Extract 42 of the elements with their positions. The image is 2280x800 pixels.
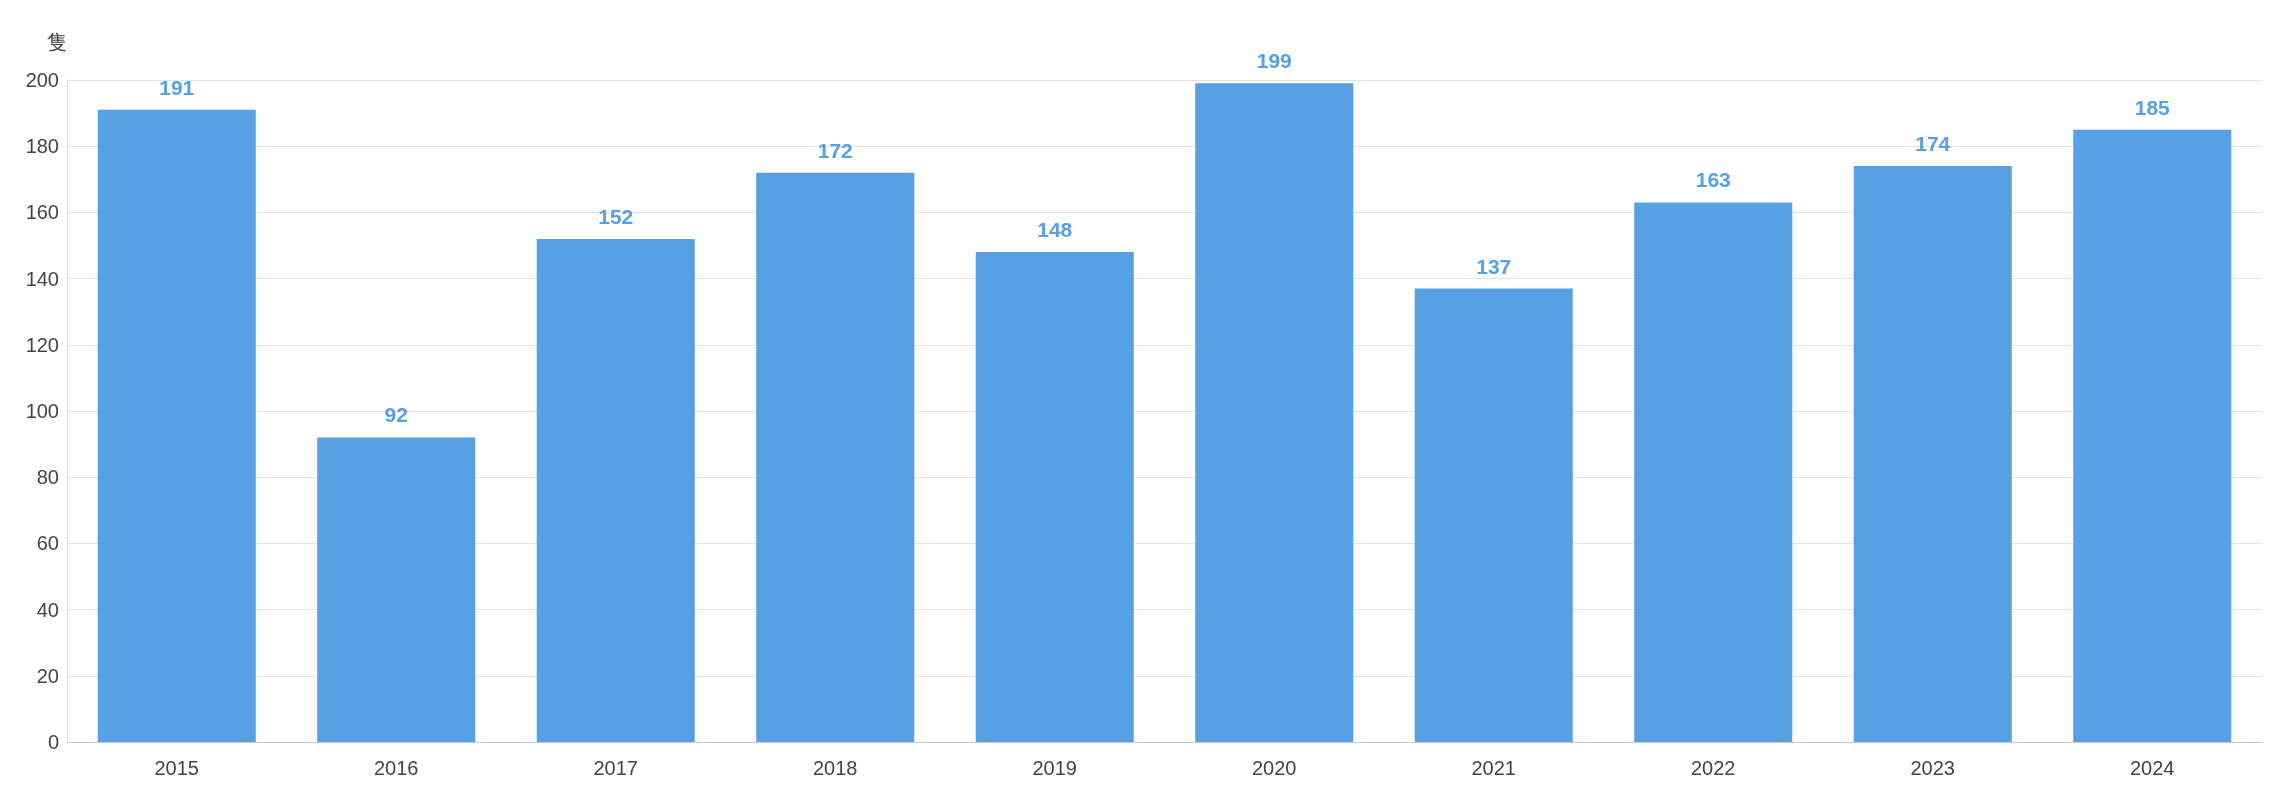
x-tick-label: 2021	[1471, 757, 1516, 779]
x-tick-label: 2015	[154, 757, 199, 779]
x-tick-label: 2022	[1691, 757, 1736, 779]
data-label: 163	[1695, 168, 1731, 192]
bar	[975, 252, 1134, 742]
data-label: 92	[384, 403, 408, 427]
y-tick-label: 120	[25, 333, 59, 356]
bar	[1195, 83, 1354, 742]
y-tick-label: 20	[36, 664, 59, 687]
y-tick-label: 40	[36, 598, 59, 621]
data-label: 191	[159, 75, 195, 99]
x-tick-label: 2019	[1032, 757, 1077, 779]
data-label: 174	[1915, 132, 1951, 156]
x-tick-label: 2016	[374, 757, 419, 779]
data-label: 152	[598, 204, 634, 228]
bar	[1634, 202, 1793, 742]
y-tick-label: 180	[25, 135, 59, 158]
bar	[756, 172, 915, 742]
y-tick-label: 0	[47, 731, 59, 753]
data-label: 137	[1476, 254, 1512, 278]
y-tick-label: 60	[36, 532, 59, 555]
bar	[1853, 166, 2012, 742]
y-tick-label: 140	[25, 267, 59, 290]
bar	[317, 437, 476, 742]
data-label: 148	[1037, 218, 1073, 242]
x-tick-label: 2017	[593, 757, 638, 779]
bar	[97, 109, 256, 742]
bar	[2073, 129, 2232, 742]
data-label: 185	[2134, 95, 2171, 119]
y-tick-label: 80	[36, 466, 59, 489]
x-tick-label: 2023	[1910, 757, 1955, 779]
bar	[536, 238, 695, 742]
y-axis-title: 隻	[47, 31, 67, 53]
data-label: 172	[817, 138, 853, 162]
x-tick-label: 2020	[1252, 757, 1297, 779]
y-tick-label: 160	[25, 201, 59, 224]
x-tick-label: 2018	[813, 757, 858, 779]
bar	[1414, 288, 1573, 742]
x-tick-label: 2024	[2130, 757, 2175, 779]
y-tick-label: 200	[25, 69, 59, 91]
data-label: 199	[1256, 49, 1292, 73]
y-tick-label: 100	[25, 400, 59, 422]
